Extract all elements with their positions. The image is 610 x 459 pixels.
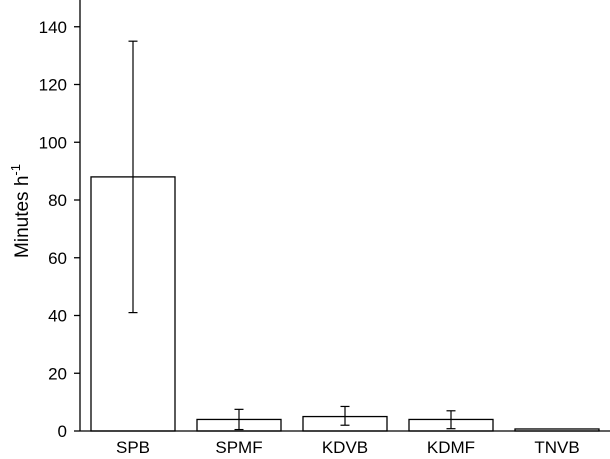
- x-tick-label: KDMF: [427, 438, 475, 457]
- x-tick-label: TNVB: [534, 438, 579, 457]
- y-tick-label: 80: [48, 191, 67, 210]
- y-axis-title-superscript: -1: [8, 164, 23, 176]
- x-tick-label: KDVB: [322, 438, 368, 457]
- y-axis-title: Minutes h-1: [8, 164, 33, 258]
- x-tick-label: SPB: [116, 438, 150, 457]
- bars-group: [90, 176, 600, 432]
- y-tick-label: 60: [48, 249, 67, 268]
- y-axis-ticks: 0 20 40 60 80 100 120 140: [39, 18, 80, 441]
- y-tick-label: 40: [48, 307, 67, 326]
- y-tick-label: 120: [39, 76, 67, 95]
- y-tick-label: 100: [39, 133, 67, 152]
- x-axis-labels: SPB SPMF KDVB KDMF TNVB: [116, 438, 580, 457]
- y-axis-title-text: Minutes h: [12, 176, 33, 258]
- y-tick-label: 0: [58, 422, 67, 441]
- error-bars-group: [128, 40, 456, 431]
- y-tick-label: 140: [39, 18, 67, 37]
- x-tick-label: SPMF: [215, 438, 262, 457]
- y-tick-label: 20: [48, 364, 67, 383]
